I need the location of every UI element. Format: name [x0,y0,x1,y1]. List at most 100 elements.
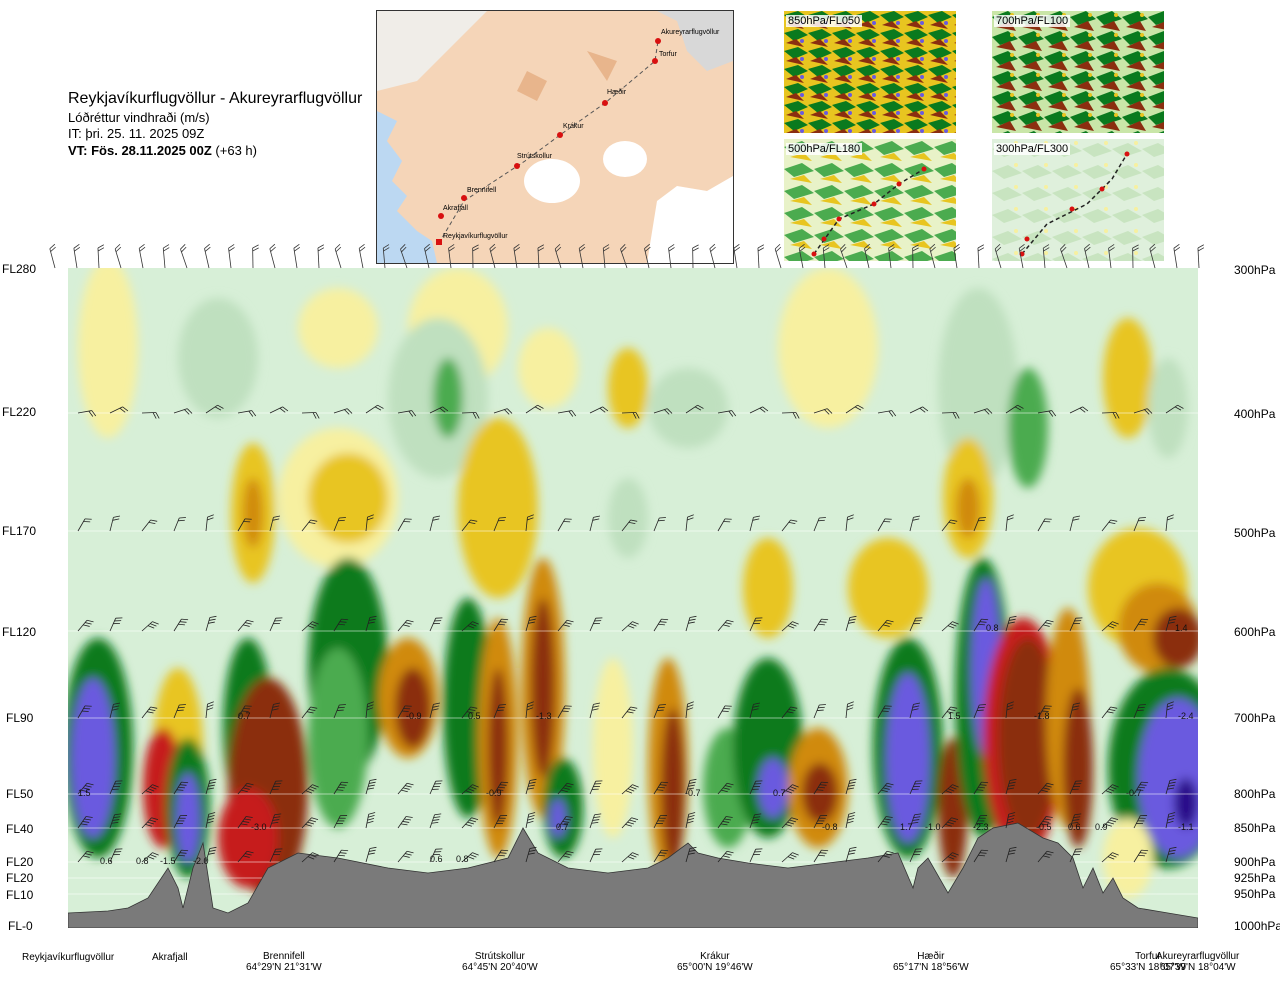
wind-barb [621,621,639,632]
wind-barb [333,849,349,863]
wind-barb [717,816,733,829]
wind-barb [1101,817,1119,829]
minimap-300-label: 300hPa/FL300 [994,143,1071,155]
wind-barb [845,812,856,829]
wind-barb [1149,243,1156,269]
valid-time-offset: (+63 h) [211,143,257,158]
value-label: 0.8 [456,854,469,864]
wind-barb [749,617,763,632]
wind-barb [525,615,537,632]
wind-barb [589,848,603,863]
wind-barb [845,778,857,795]
wind-barb [781,784,799,795]
wind-barb [557,850,574,863]
wind-barb [1005,701,1014,719]
wind-barb [909,406,929,414]
wind-barb [685,514,694,532]
wind-barb [717,850,734,863]
wind-barb [994,243,1002,269]
wind-barb [557,518,572,532]
loc-brennifell: Brennifell 64°29'N 21°31'W [246,951,322,973]
wind-barb [1060,244,1068,269]
wind-barb [685,778,697,795]
loc-torfur-coord: 65°33'N 18°07'W [1110,962,1186,973]
wind-barb [1165,701,1174,719]
wind-barb [228,244,235,269]
wind-barb [977,244,985,269]
value-label: -0.7 [685,788,701,798]
wind-barb [429,406,449,414]
value-label: 0.6 [100,856,113,866]
wind-barb [461,412,480,419]
wind-barb [1101,412,1120,419]
value-label: 0.7 [773,788,786,798]
fl-label-120: FL120 [2,625,37,639]
minimap-700-label: 700hPa/FL100 [994,15,1071,27]
wind-barb [621,784,639,795]
wind-barb [888,244,895,269]
wind-barb [685,812,696,829]
loc-haedir-coord: 65°17'N 18°56'W [893,962,969,973]
wind-barb [204,243,211,269]
wind-barb [953,244,961,269]
wind-barb [813,781,829,795]
wind-barb [1005,514,1014,532]
wind-barb [877,518,892,532]
wind-barb [557,782,574,795]
wind-barb [1101,852,1119,863]
wind-barb [237,782,254,795]
minimap-300-canvas [992,139,1164,261]
wind-barb [941,412,960,419]
wind-barb [461,621,479,632]
wind-barb [668,244,675,269]
wind-barb [1084,243,1091,269]
wind-barb [621,852,639,863]
wind-barb [365,812,376,829]
wind-barb [513,244,521,269]
pa-label-900: 900hPa [1234,855,1276,869]
wind-barb [845,404,864,414]
wind-barb [205,615,217,632]
wind-barb [909,813,922,829]
loc-brennifell-name: Brennifell [263,951,305,962]
wind-barb [141,852,159,863]
wind-barb [941,706,958,719]
wind-barb [333,815,348,829]
value-label: -2.0 [193,856,209,866]
wind-barb [525,846,537,863]
loc-torfur-name: Torfur [1135,951,1161,962]
wind-barb [109,617,123,632]
wind-barb [973,517,986,532]
wind-barb [845,846,857,863]
wind-barb [429,848,443,863]
wind-barb [840,244,848,269]
wind-barb [333,618,349,632]
wind-barb [909,617,923,632]
value-labels: 1.5 0.6 0.8 -1.5 -2.0 -3.0 0.7 -0.9 0.5 -1.3 -0.9 0… [78,623,1194,866]
wind-barb [941,852,959,863]
wind-barb [653,815,668,829]
wind-barb [749,515,761,532]
wind-barb [685,615,697,632]
initial-time: IT: þri. 25. 11. 2025 09Z [68,126,205,141]
wind-barb [397,850,414,863]
wind-barb [397,619,414,632]
wind-barb [733,244,741,269]
wind-barb [929,243,936,269]
wind-barb [1101,519,1118,532]
wind-barb [537,244,545,269]
wind-barb [1133,849,1149,863]
wind-barb [877,816,893,829]
minimap-850-label: 850hPa/FL050 [786,15,863,27]
wind-barb [621,817,639,829]
loc-krakur-coord: 65°00'N 19°46'W [677,962,753,973]
pa-label-1000: 1000hPa [1234,919,1280,933]
wind-barb [1005,812,1016,829]
wind-barb [557,705,572,719]
wind-barb [621,412,640,419]
wind-barb [717,619,734,632]
loc-krakur: Krákur 65°00'N 19°46'W [677,951,753,973]
wind-barbs [77,404,1184,863]
wind-barb [781,852,799,863]
wind-barb [237,816,253,829]
